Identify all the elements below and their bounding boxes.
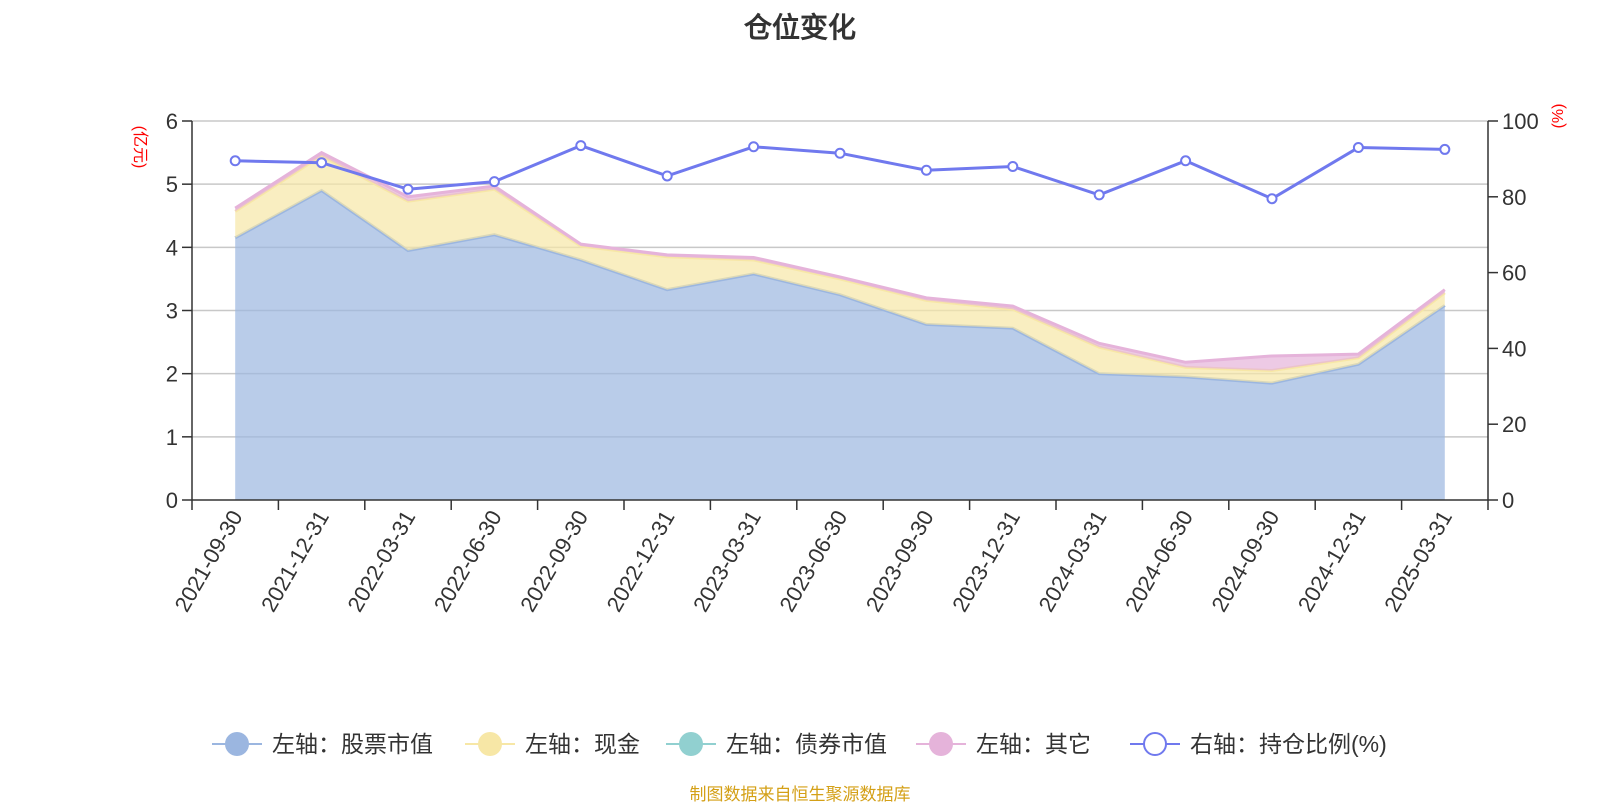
ratio-point	[1093, 189, 1105, 201]
legend-label: 左轴：现金	[525, 731, 640, 757]
x-tick-label: 2023-09-30	[861, 506, 939, 616]
ratio-point	[1007, 160, 1019, 172]
source-note: 制图数据来自恒生聚源数据库	[689, 785, 911, 804]
area-line-左轴：其它	[234, 150, 1446, 364]
right-tick-label: 80	[1502, 185, 1526, 210]
x-tick-label: 2022-03-31	[342, 506, 420, 616]
ratio-point	[488, 176, 500, 188]
legend-marker	[225, 732, 249, 756]
left-tick-label: 3	[166, 299, 178, 324]
x-tick-label: 2022-06-30	[429, 506, 507, 616]
ratio-point	[575, 140, 587, 152]
x-tick-label: 2022-12-31	[602, 506, 680, 616]
x-tick-label: 2023-06-30	[774, 506, 852, 616]
x-tick-label: 2024-09-30	[1206, 506, 1284, 616]
right-tick-label: 100	[1502, 109, 1539, 134]
area-左轴：现金	[235, 155, 1445, 384]
legend-marker	[1143, 732, 1167, 756]
ratio-point	[1352, 142, 1364, 154]
right-tick-label: 60	[1502, 261, 1526, 286]
right-tick-label: 0	[1502, 488, 1514, 513]
ratio-point	[661, 170, 673, 182]
ratio-point	[1180, 155, 1192, 167]
ratio-point	[920, 164, 932, 176]
left-tick-label: 5	[166, 172, 178, 197]
left-tick-label: 1	[166, 425, 178, 450]
ratio-point	[1266, 193, 1278, 205]
left-tick-label: 4	[166, 235, 178, 260]
x-tick-label: 2024-12-31	[1293, 506, 1371, 616]
legend-marker	[478, 732, 502, 756]
ratio-point	[834, 147, 846, 159]
x-tick-label: 2021-12-31	[256, 506, 334, 616]
legend-label: 左轴：其它	[976, 731, 1091, 757]
x-tick-label: 2022-09-30	[515, 506, 593, 616]
legend-label: 左轴：股票市值	[272, 731, 433, 757]
right-axis-unit-label: (%)	[1550, 104, 1567, 129]
x-tick-label: 2025-03-31	[1379, 506, 1457, 616]
ratio-point	[1439, 143, 1451, 155]
right-tick-label: 40	[1502, 336, 1526, 361]
left-tick-label: 0	[166, 488, 178, 513]
ratio-point	[402, 183, 414, 195]
legend-marker	[679, 732, 703, 756]
ratio-point	[748, 141, 760, 153]
left-tick-label: 6	[166, 109, 178, 134]
left-axis-unit-label: (亿元)	[131, 126, 149, 169]
legend-label: 右轴：持仓比例(%)	[1190, 731, 1387, 757]
legend-label: 左轴：债券市值	[726, 731, 887, 757]
legend-marker	[929, 732, 953, 756]
x-tick-label: 2024-06-30	[1120, 506, 1198, 616]
ratio-point	[316, 157, 328, 169]
area-左轴：股票市值	[235, 190, 1445, 500]
ratio-point	[229, 155, 241, 167]
x-tick-label: 2023-03-31	[688, 506, 766, 616]
x-tick-label: 2024-03-31	[1034, 506, 1112, 616]
left-tick-label: 2	[166, 362, 178, 387]
chart-title: 仓位变化	[743, 12, 856, 43]
x-tick-label: 2021-09-30	[170, 506, 248, 616]
right-tick-label: 20	[1502, 412, 1526, 437]
x-tick-label: 2023-12-31	[947, 506, 1025, 616]
